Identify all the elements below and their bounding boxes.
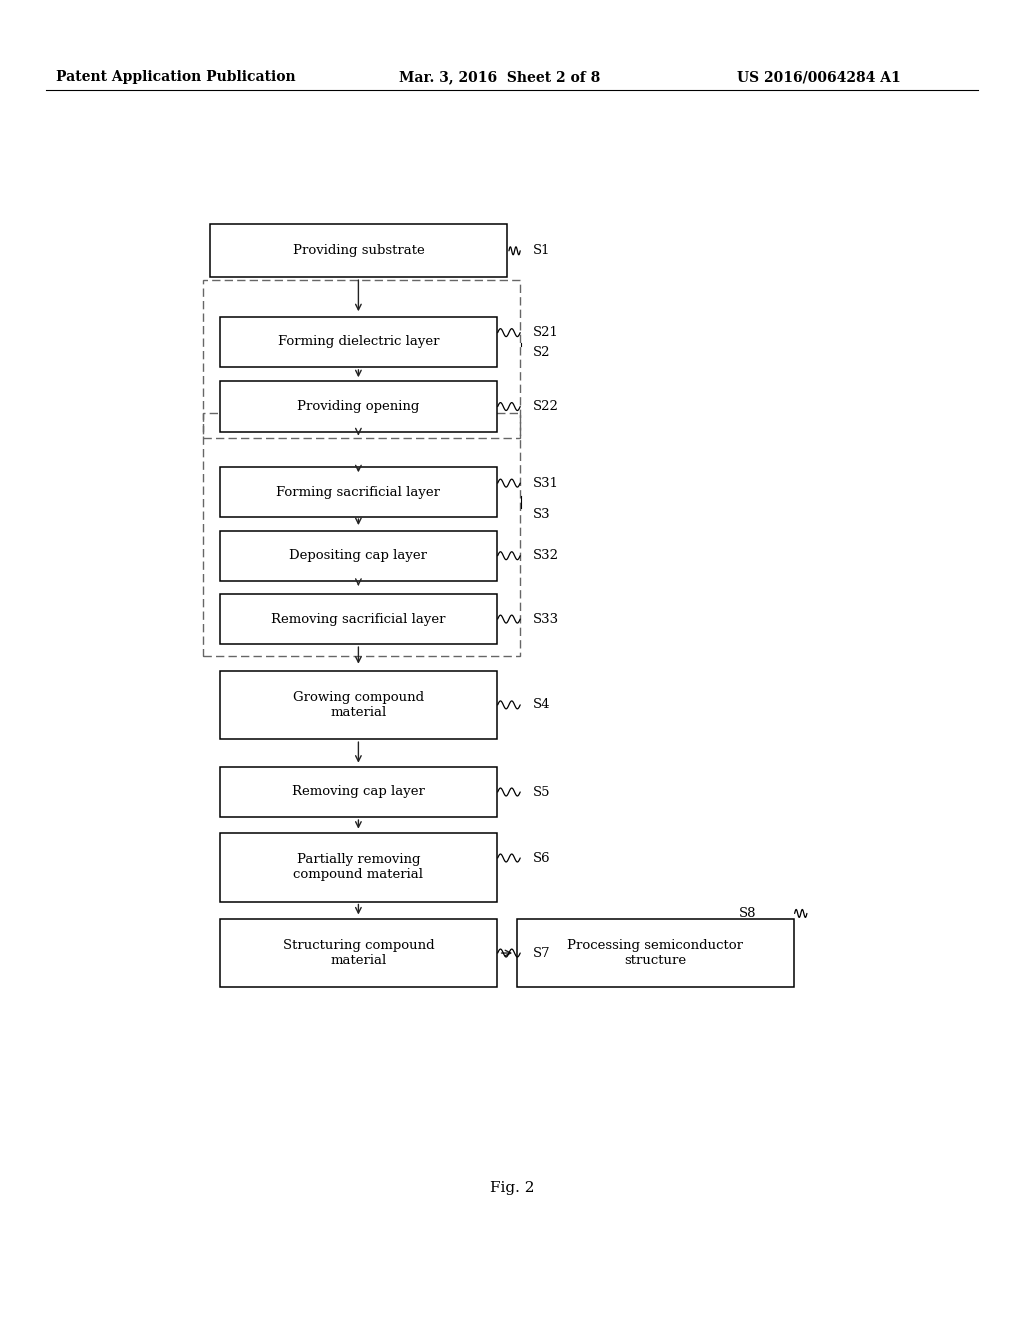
Bar <box>220 833 497 902</box>
Text: S4: S4 <box>532 698 550 711</box>
Text: Forming sacrificial layer: Forming sacrificial layer <box>276 486 440 499</box>
Text: S33: S33 <box>532 612 559 626</box>
Text: Providing opening: Providing opening <box>297 400 420 413</box>
Text: Patent Application Publication: Patent Application Publication <box>56 70 296 84</box>
Bar <box>203 280 520 438</box>
Text: S22: S22 <box>532 400 558 413</box>
Text: US 2016/0064284 A1: US 2016/0064284 A1 <box>737 70 901 84</box>
Text: S8: S8 <box>739 907 757 920</box>
Text: Forming dielectric layer: Forming dielectric layer <box>278 335 439 348</box>
Bar <box>220 594 497 644</box>
Text: Processing semiconductor
structure: Processing semiconductor structure <box>567 939 743 968</box>
Text: Providing substrate: Providing substrate <box>293 244 424 257</box>
Bar <box>220 919 497 987</box>
Text: Fig. 2: Fig. 2 <box>489 1181 535 1195</box>
Text: S5: S5 <box>532 785 550 799</box>
Text: S6: S6 <box>532 851 550 865</box>
Bar <box>220 317 497 367</box>
Bar <box>220 767 497 817</box>
Text: S21: S21 <box>532 326 558 339</box>
Text: S32: S32 <box>532 549 558 562</box>
Bar <box>517 919 794 987</box>
Bar <box>220 467 497 517</box>
Text: Growing compound
material: Growing compound material <box>293 690 424 719</box>
Text: S7: S7 <box>532 946 550 960</box>
Text: S31: S31 <box>532 477 558 490</box>
Bar <box>220 531 497 581</box>
Text: Partially removing
compound material: Partially removing compound material <box>294 853 423 882</box>
Bar <box>220 381 497 432</box>
Text: Depositing cap layer: Depositing cap layer <box>290 549 427 562</box>
Text: Removing cap layer: Removing cap layer <box>292 785 425 799</box>
Bar <box>220 671 497 739</box>
Text: Mar. 3, 2016  Sheet 2 of 8: Mar. 3, 2016 Sheet 2 of 8 <box>399 70 601 84</box>
Text: Structuring compound
material: Structuring compound material <box>283 939 434 968</box>
Bar <box>203 413 520 656</box>
Text: S2: S2 <box>532 346 550 359</box>
Text: Removing sacrificial layer: Removing sacrificial layer <box>271 612 445 626</box>
Text: S3: S3 <box>532 508 550 521</box>
Text: S1: S1 <box>532 244 550 257</box>
Bar <box>210 224 507 277</box>
